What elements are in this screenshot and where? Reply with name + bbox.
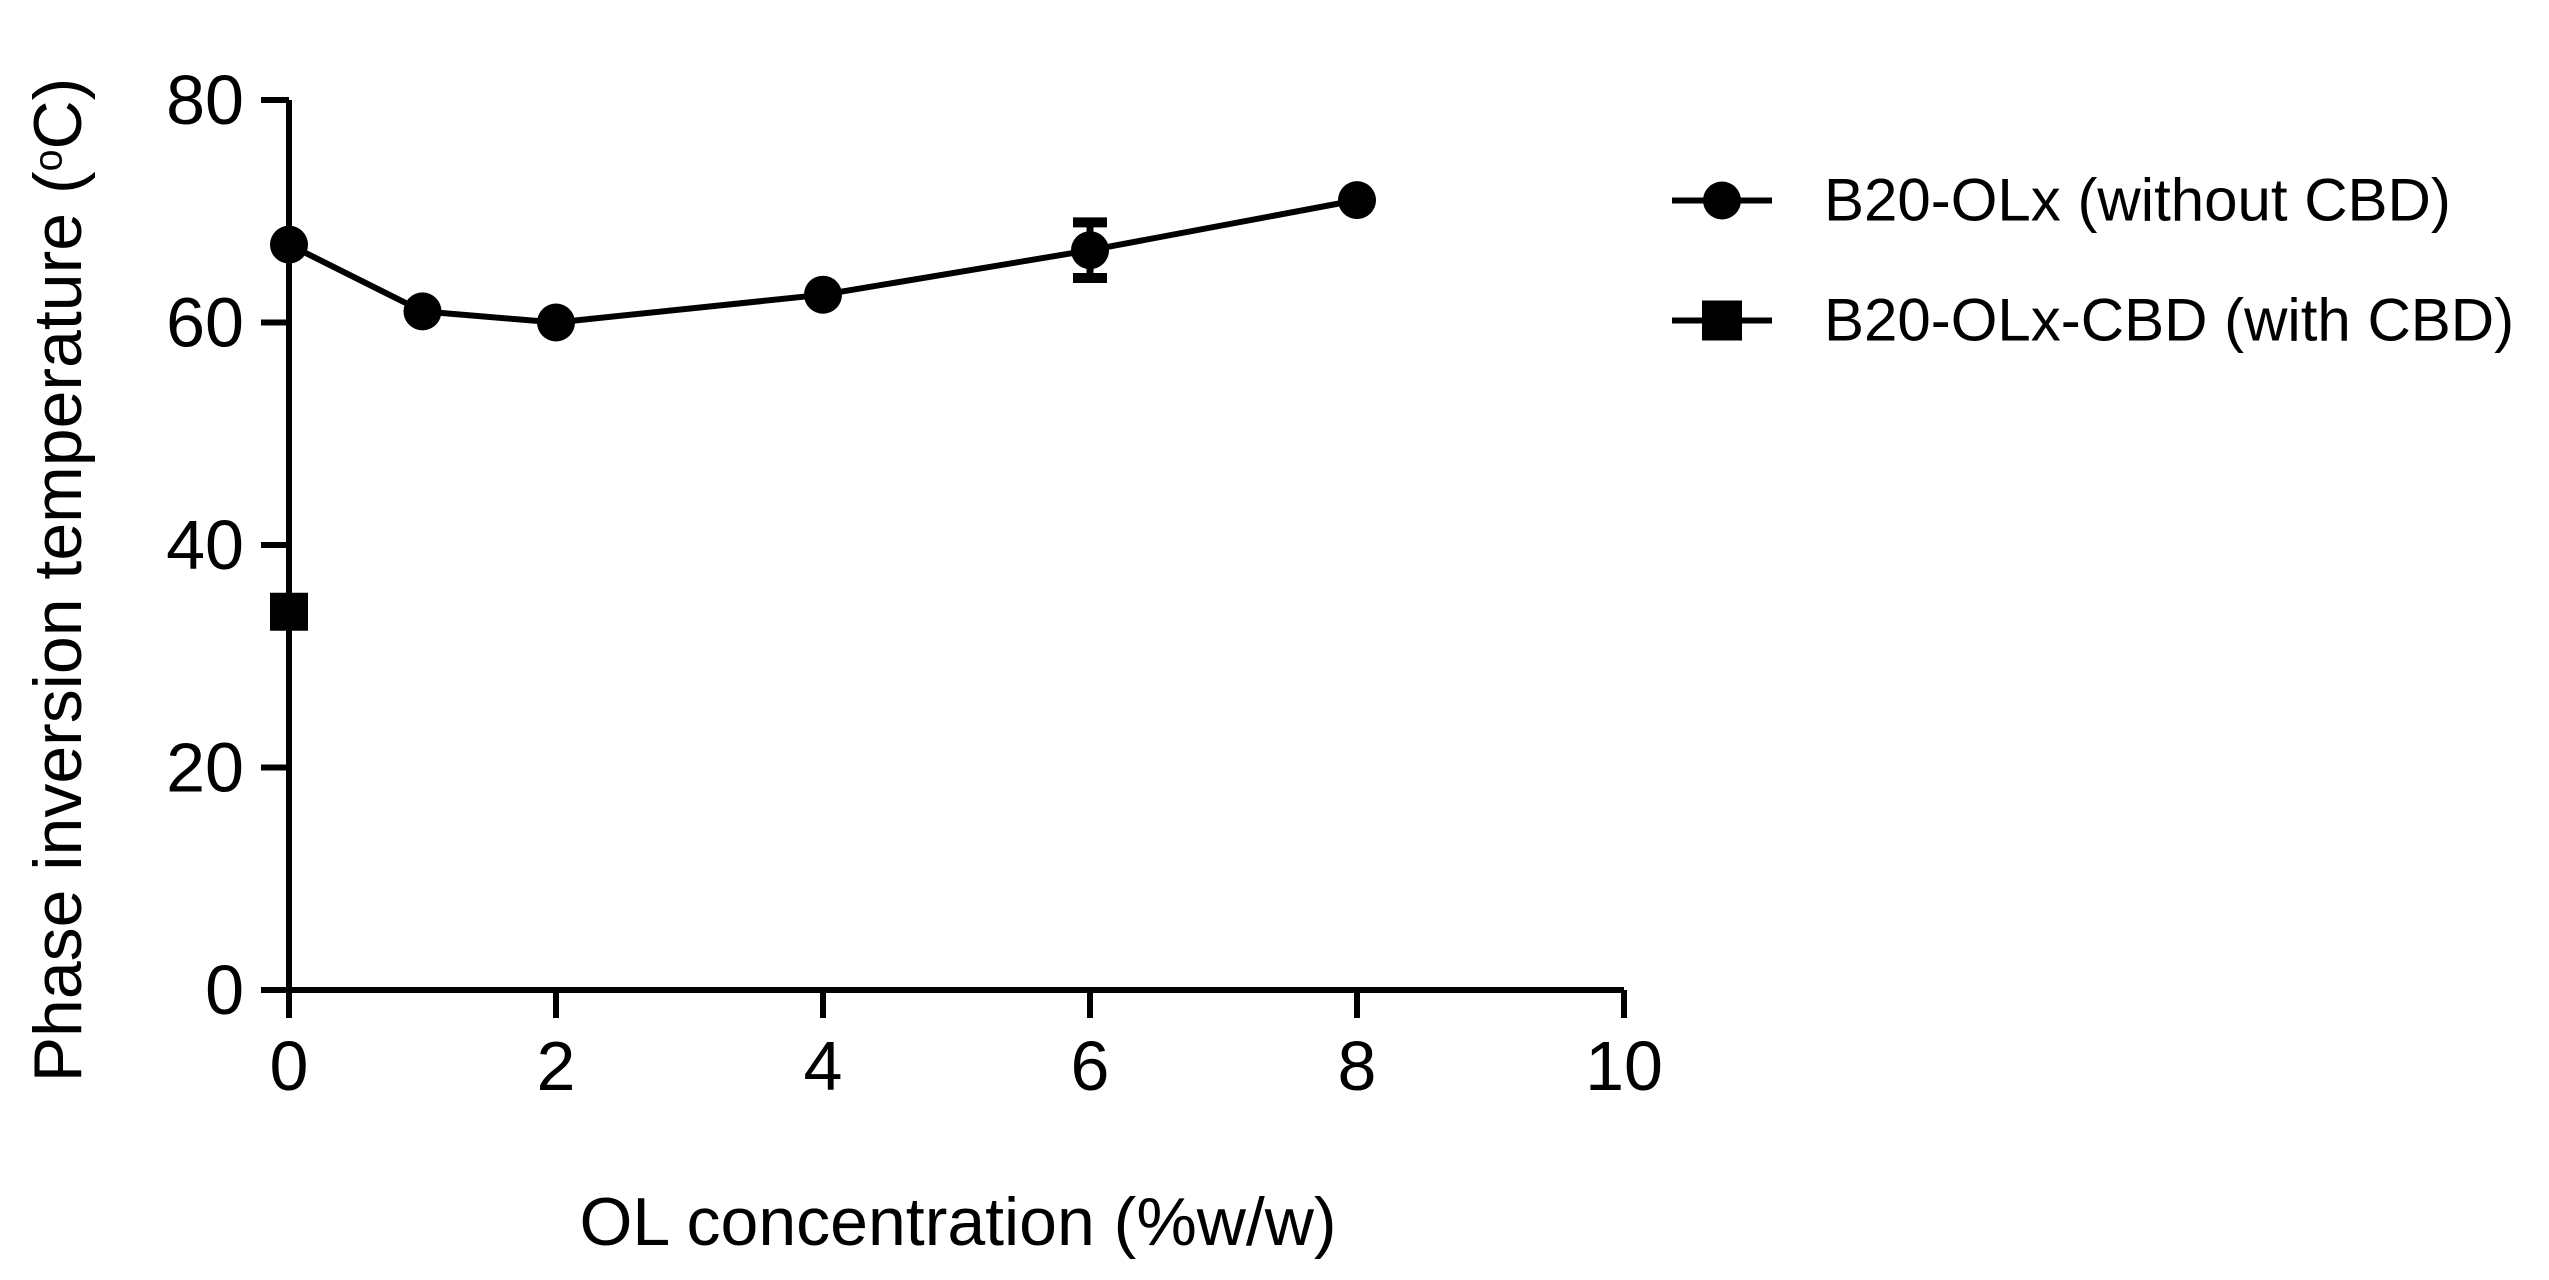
y-axis-title-unit: C) (20, 77, 96, 150)
x-tick-label: 0 (270, 1027, 309, 1105)
x-tick-label: 6 (1071, 1027, 1110, 1105)
degree-superscript: o (26, 149, 71, 172)
y-axis-title: Phase inversion temperature (oC) (19, 78, 97, 1083)
y-tick-label: 80 (166, 61, 244, 139)
x-tick-label: 2 (537, 1027, 576, 1105)
data-point-circle (537, 303, 575, 342)
data-point-circle (270, 225, 308, 264)
series-line (287, 197, 1358, 326)
data-point-square (270, 592, 308, 631)
y-tick-label: 0 (205, 951, 244, 1029)
x-tick-label: 4 (804, 1027, 843, 1105)
data-point-circle (804, 275, 842, 314)
x-tick-label: 10 (1585, 1027, 1663, 1105)
x-tick-label: 8 (1338, 1027, 1377, 1105)
y-tick-label: 20 (166, 729, 244, 807)
y-axis-title-text: Phase inversion temperature ( (20, 171, 96, 1083)
x-axis-title: OL concentration (%w/w) (579, 1184, 1337, 1260)
y-tick-label: 40 (166, 506, 244, 584)
data-point-circle (403, 292, 442, 331)
data-point-circle (1071, 231, 1109, 270)
data-point-circle (1338, 181, 1376, 220)
y-tick-label: 60 (166, 284, 244, 362)
